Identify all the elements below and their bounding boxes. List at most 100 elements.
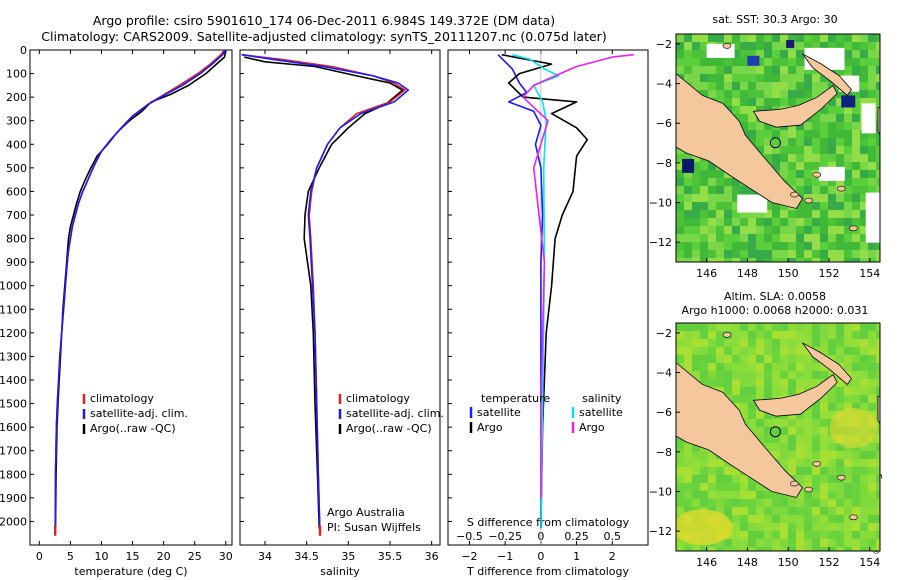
field-cell	[796, 347, 804, 355]
field-cell	[820, 42, 828, 50]
field-cell	[724, 58, 732, 66]
field-cell	[724, 82, 732, 90]
field-cell	[724, 483, 732, 491]
field-cell	[852, 66, 860, 74]
field-cell	[724, 323, 732, 331]
field-cell	[836, 483, 844, 491]
field-cell	[876, 250, 880, 258]
field-cell	[740, 250, 748, 258]
field-cell	[820, 547, 828, 551]
field-cell	[732, 258, 740, 262]
field-cell	[796, 427, 804, 435]
y-tick-label: 800	[6, 233, 27, 246]
field-cell	[836, 523, 844, 531]
field-cell	[860, 531, 868, 539]
field-cell	[716, 499, 724, 507]
y-tick-label: −2	[656, 38, 672, 51]
difference-chart: −2 −1 0 1 2−0.5 −0.25 0 0.25 0.5S difference fro…	[447, 49, 649, 578]
field-cell	[844, 539, 852, 547]
field-cell	[820, 483, 828, 491]
small-island	[804, 486, 813, 493]
field-cell	[708, 467, 716, 475]
field-cell	[764, 539, 772, 547]
field-cell	[804, 42, 812, 50]
field-cell	[732, 467, 740, 475]
field-cell	[876, 355, 880, 363]
field-cell	[868, 491, 876, 499]
field-cell	[676, 258, 684, 262]
field-cell	[692, 483, 700, 491]
field-cell	[676, 234, 684, 242]
field-cell	[812, 451, 820, 459]
field-cell	[836, 146, 844, 154]
field-cell	[772, 371, 780, 379]
field-cell	[876, 154, 880, 162]
field-cell	[796, 355, 804, 363]
x-tick-label: 146	[696, 556, 717, 569]
field-cell	[788, 459, 796, 467]
field-cell	[876, 74, 880, 82]
y-tick-label: 100	[6, 68, 27, 81]
field-cell	[692, 42, 700, 50]
field-cell	[852, 170, 860, 178]
small-island	[836, 474, 846, 481]
field-cell	[772, 419, 780, 427]
field-cell	[852, 106, 860, 114]
field-cell	[684, 459, 692, 467]
field-cell	[876, 507, 880, 515]
field-cell	[748, 547, 756, 551]
field-cell	[876, 531, 880, 539]
field-cell	[684, 226, 692, 234]
new-britain-land	[752, 84, 838, 128]
field-cell	[796, 411, 804, 419]
field-cell	[796, 443, 804, 451]
field-cell	[828, 162, 836, 170]
field-cell	[876, 523, 880, 531]
field-cell	[804, 339, 812, 347]
field-cell	[804, 146, 812, 154]
field-cell	[732, 106, 740, 114]
field-cell	[708, 34, 716, 42]
field-cell	[716, 66, 724, 74]
y-tick-label: 900	[6, 256, 27, 269]
cloud-mask	[737, 194, 768, 213]
field-cell	[788, 250, 796, 258]
field-cell	[756, 395, 764, 403]
field-cell	[764, 339, 772, 347]
y-tick-label: 1000	[0, 280, 27, 293]
field-cell	[828, 355, 836, 363]
x-tick-label: −2	[461, 550, 477, 563]
series-line-climatology	[54, 49, 226, 536]
field-cell	[716, 242, 724, 250]
x-tick-label: 0	[36, 550, 43, 563]
field-cell	[676, 491, 684, 499]
field-cell	[700, 82, 708, 90]
field-cell	[732, 178, 740, 186]
field-cell	[780, 226, 788, 234]
field-cell	[772, 146, 780, 154]
field-cell	[876, 34, 880, 42]
field-cell	[796, 339, 804, 347]
field-cell	[876, 242, 880, 250]
cloud-mask	[861, 103, 876, 134]
field-cell	[708, 90, 716, 98]
field-cell	[740, 347, 748, 355]
field-cell	[700, 34, 708, 42]
field-cell	[756, 363, 764, 371]
field-cell	[868, 403, 876, 411]
field-cell	[724, 218, 732, 226]
field-cell	[828, 210, 836, 218]
field-cell	[780, 531, 788, 539]
field-cell	[860, 130, 868, 138]
field-cell	[764, 90, 772, 98]
field-cell	[756, 42, 764, 50]
field-cell	[716, 467, 724, 475]
field-cell	[780, 130, 788, 138]
field-cell	[868, 379, 876, 387]
field-cell	[676, 539, 684, 547]
x-tick-label: 34.5	[294, 550, 319, 563]
field-cell	[804, 331, 812, 339]
field-cell	[788, 34, 796, 42]
y-tick-label: −6	[656, 406, 672, 419]
